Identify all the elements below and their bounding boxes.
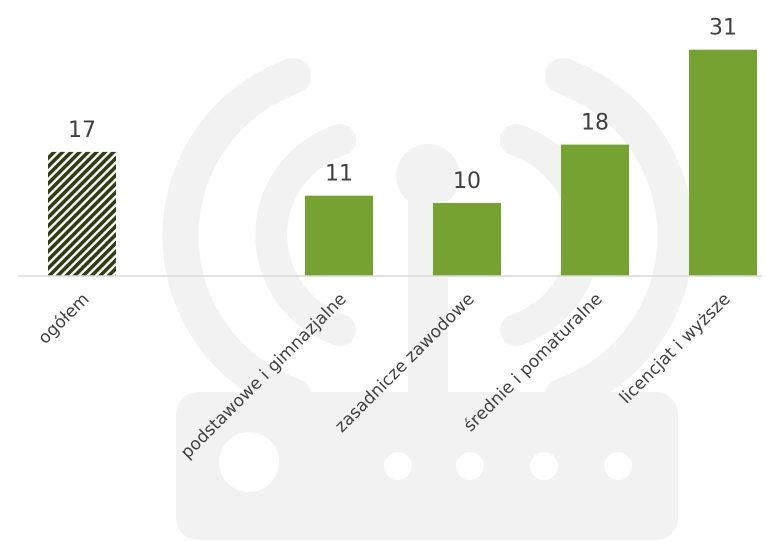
bar-2: [305, 195, 373, 276]
bars: [48, 49, 757, 277]
category-label-1: ogółem: [35, 289, 94, 348]
bar-3: [433, 203, 501, 276]
value-label-2: 11: [325, 162, 353, 187]
value-label-1: 17: [68, 118, 96, 143]
bar-1: [48, 151, 116, 276]
value-labels: 17 11 10 18 31: [68, 16, 737, 194]
value-label-4: 18: [581, 111, 609, 136]
value-label-5: 31: [709, 16, 737, 41]
bar-4: [561, 144, 629, 276]
router-icon: [162, 58, 694, 540]
value-label-3: 10: [453, 169, 481, 194]
bar-5: [689, 49, 757, 277]
